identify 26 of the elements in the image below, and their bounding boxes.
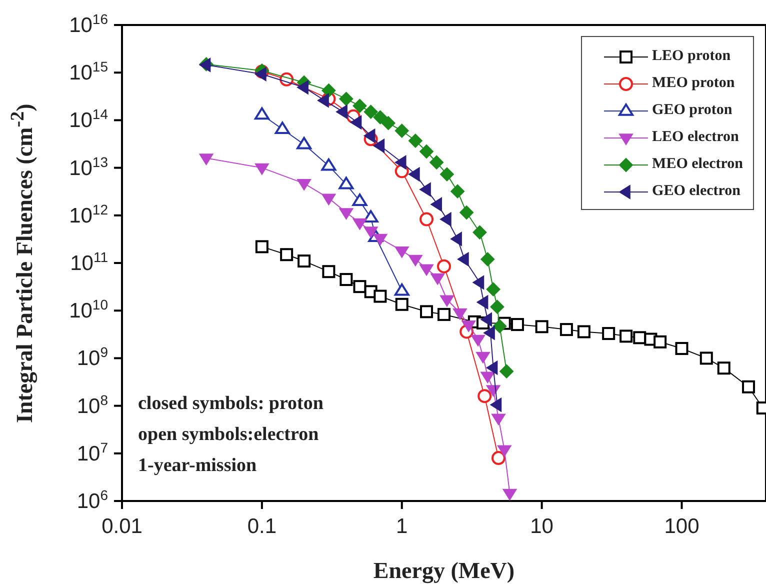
x-tick-label: 100 — [664, 515, 700, 538]
y-tick-label: 10$^{16}$ — [69, 11, 108, 37]
legend-label: GEO electron — [652, 183, 741, 200]
y-tick-label: 10$^{8}$ — [76, 392, 108, 418]
y-tick-label: 10$^{11}$ — [70, 249, 108, 275]
y-tick-label: 10$^{13}$ — [69, 154, 108, 180]
legend-label: LEO electron — [652, 129, 739, 146]
y-tick-label: 10$^{12}$ — [69, 201, 108, 228]
annotation: open symbols:electron — [138, 423, 320, 447]
y-tick-label: 10$^{10}$ — [69, 296, 108, 323]
legend-label: MEO electron — [652, 156, 743, 173]
y-tick-label: 10$^{9}$ — [76, 344, 108, 370]
x-tick-label: 0.01 — [102, 515, 142, 538]
annotation: 1-year-mission — [138, 454, 258, 478]
legend-label: MEO proton — [652, 75, 735, 92]
x-tick-label: 1 — [396, 515, 408, 538]
y-tick-label: 10$^{14}$ — [69, 106, 108, 132]
y-tick-label: 10$^{15}$ — [69, 58, 108, 85]
x-tick-label: 0.1 — [247, 515, 277, 538]
x-tick-label: 10 — [530, 515, 554, 538]
annotation: closed symbols: proton — [138, 392, 324, 416]
legend-label: GEO proton — [652, 102, 732, 119]
y-tick-label: 10$^{7}$ — [76, 439, 108, 466]
y-tick-label: 10$^{6}$ — [76, 487, 108, 513]
x-axis-title: Energy (MeV) — [372, 558, 516, 584]
legend-label: LEO proton — [652, 48, 731, 65]
